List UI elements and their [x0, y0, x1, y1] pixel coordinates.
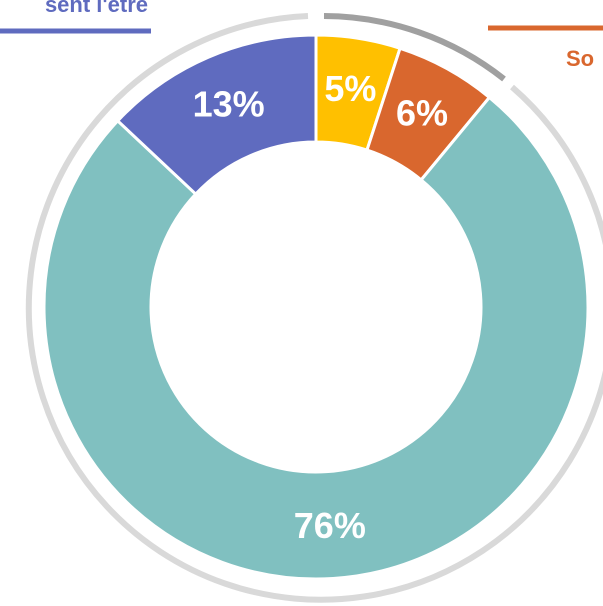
- category-label: sent l'être: [45, 0, 148, 17]
- data-label: 13%: [193, 84, 265, 125]
- slice: [42, 95, 590, 581]
- data-label: 76%: [294, 505, 366, 546]
- category-label: So: [566, 46, 594, 71]
- slice: [115, 33, 318, 197]
- ring-light: [25, 13, 603, 603]
- ring-dark: [323, 13, 506, 82]
- data-label: 5%: [324, 68, 376, 109]
- data-label: 6%: [396, 93, 448, 134]
